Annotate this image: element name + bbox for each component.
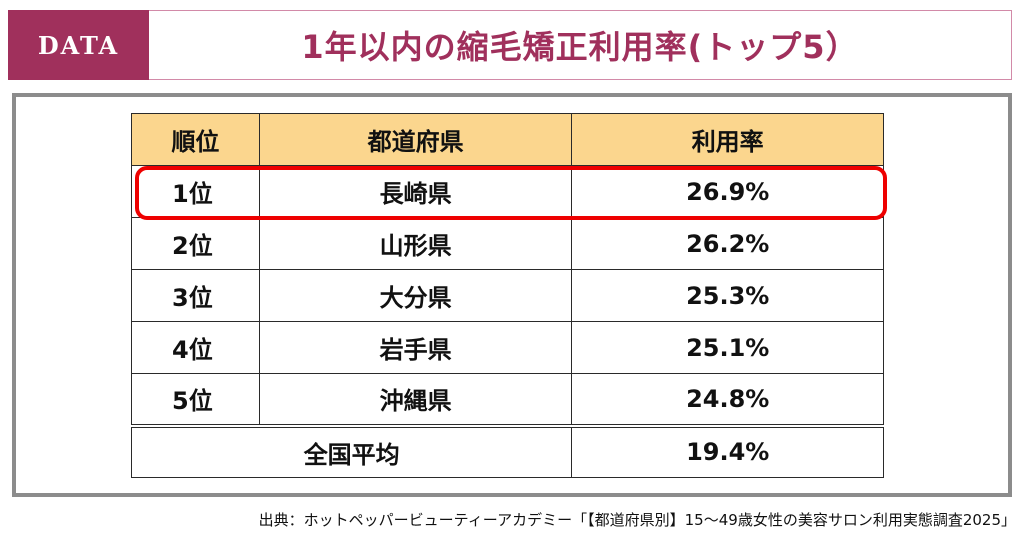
slide-header: DATA 1年以内の縮毛矯正利用率(トップ5） — [8, 10, 1012, 80]
rate-cell: 24.8% — [571, 373, 884, 426]
rate-cell: 26.2% — [571, 217, 884, 270]
source-citation: 出典：ホットペッパービューティーアカデミー「【都道府県別】15～49歳女性の美容… — [258, 511, 1016, 529]
ranking-table: 順位 都道府県 利用率 1位 長崎県 26.9% 2位 山形県 26.2% 3位… — [130, 113, 884, 478]
table-row: 5位 沖縄県 24.8% — [131, 373, 884, 426]
column-header-prefecture: 都道府県 — [258, 113, 573, 166]
rank-cell: 4位 — [131, 321, 260, 374]
rate-cell: 25.1% — [571, 321, 884, 374]
national-average-label: 全国平均 — [130, 423, 573, 478]
page-title: 1年以内の縮毛矯正利用率(トップ5） — [301, 28, 859, 66]
rate-cell: 25.3% — [571, 269, 884, 322]
table-header-row: 順位 都道府県 利用率 — [131, 113, 884, 166]
data-badge: DATA — [8, 10, 149, 80]
national-average-rate: 19.4% — [571, 423, 884, 478]
prefecture-cell: 岩手県 — [258, 321, 573, 374]
data-badge-label: DATA — [37, 30, 120, 60]
rank-cell: 5位 — [131, 373, 260, 426]
prefecture-cell: 大分県 — [258, 269, 573, 322]
rank-cell: 3位 — [131, 269, 260, 322]
table-row: 1位 長崎県 26.9% — [131, 165, 884, 218]
rank-cell: 2位 — [131, 217, 260, 270]
prefecture-cell: 山形県 — [258, 217, 573, 270]
rank-cell: 1位 — [131, 165, 260, 218]
rate-cell: 26.9% — [571, 165, 884, 218]
national-average-row: 全国平均 19.4% — [130, 423, 884, 478]
table-row: 3位 大分県 25.3% — [131, 269, 884, 322]
column-header-rate: 利用率 — [571, 113, 884, 166]
table-row: 2位 山形県 26.2% — [131, 217, 884, 270]
prefecture-cell: 長崎県 — [258, 165, 573, 218]
table-row: 4位 岩手県 25.1% — [131, 321, 884, 374]
prefecture-cell: 沖縄県 — [258, 373, 573, 426]
column-header-rank: 順位 — [131, 113, 260, 166]
title-box: 1年以内の縮毛矯正利用率(トップ5） — [149, 10, 1012, 80]
